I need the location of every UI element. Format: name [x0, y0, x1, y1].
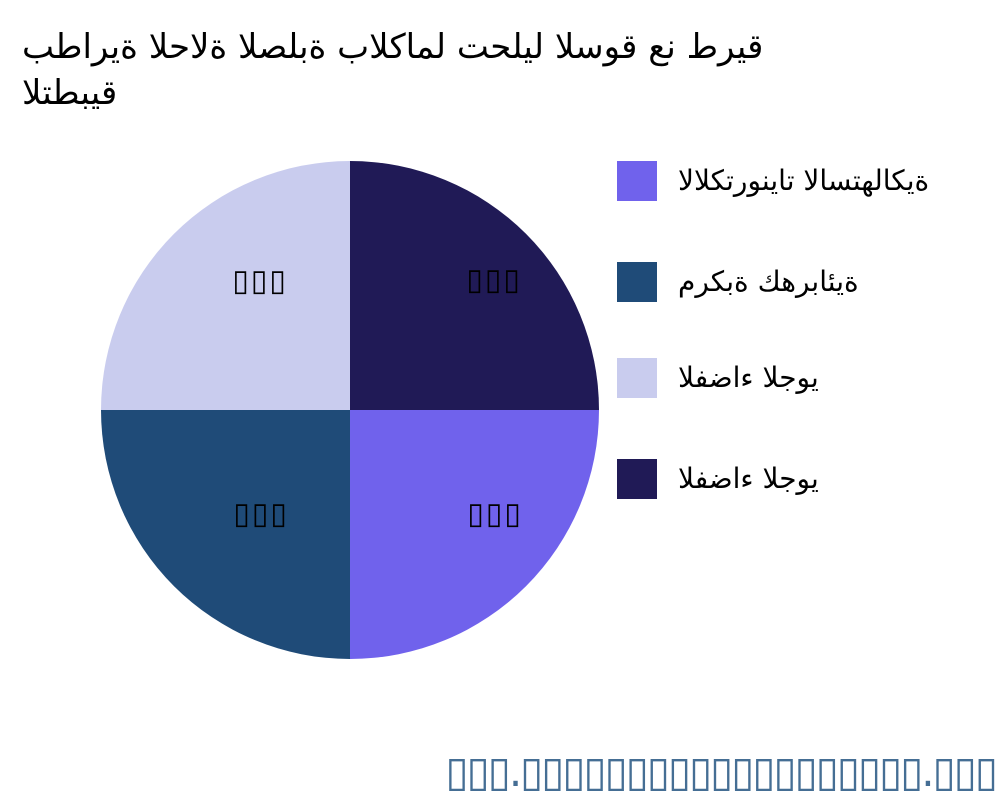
legend-swatch-aerospace-light [617, 358, 657, 398]
legend-swatch-electric-vehicle [617, 262, 657, 302]
legend-swatch-consumer-electronics [617, 161, 657, 201]
pie-slice-label-aerospace-dark: ▯▯▯ [466, 262, 522, 298]
pie-chart [101, 161, 599, 659]
pie-slice-label-consumer-electronics: ▯▯▯ [467, 496, 523, 532]
pie-slice-label-aerospace-light: ▯▯▯ [232, 263, 288, 299]
legend-item-consumer-electronics: الالكترونيات الاستهلاكية [617, 161, 929, 201]
legend-label-aerospace-dark: الفضاء الجوي [678, 462, 819, 495]
legend-label-consumer-electronics: الالكترونيات الاستهلاكية [678, 164, 930, 197]
legend-label-aerospace-light: الفضاء الجوي [678, 361, 819, 394]
legend-item-aerospace-light: الفضاء الجوي [617, 358, 819, 398]
legend-item-aerospace-dark: الفضاء الجوي [617, 459, 819, 499]
legend-item-electric-vehicle: مركبة كهربائية [617, 262, 859, 302]
chart-title: بطارية الحالة الصلبة بالكامل تحليل السوق… [22, 27, 764, 113]
legend-swatch-aerospace-dark [617, 459, 657, 499]
pie-slice-label-electric-vehicle: ▯▯▯ [233, 496, 289, 532]
watermark-url: ▯▯▯.▯▯▯▯▯▯▯▯▯▯▯▯▯▯▯▯▯▯▯.▯▯▯ [445, 747, 998, 796]
legend-label-electric-vehicle: مركبة كهربائية [678, 265, 859, 298]
